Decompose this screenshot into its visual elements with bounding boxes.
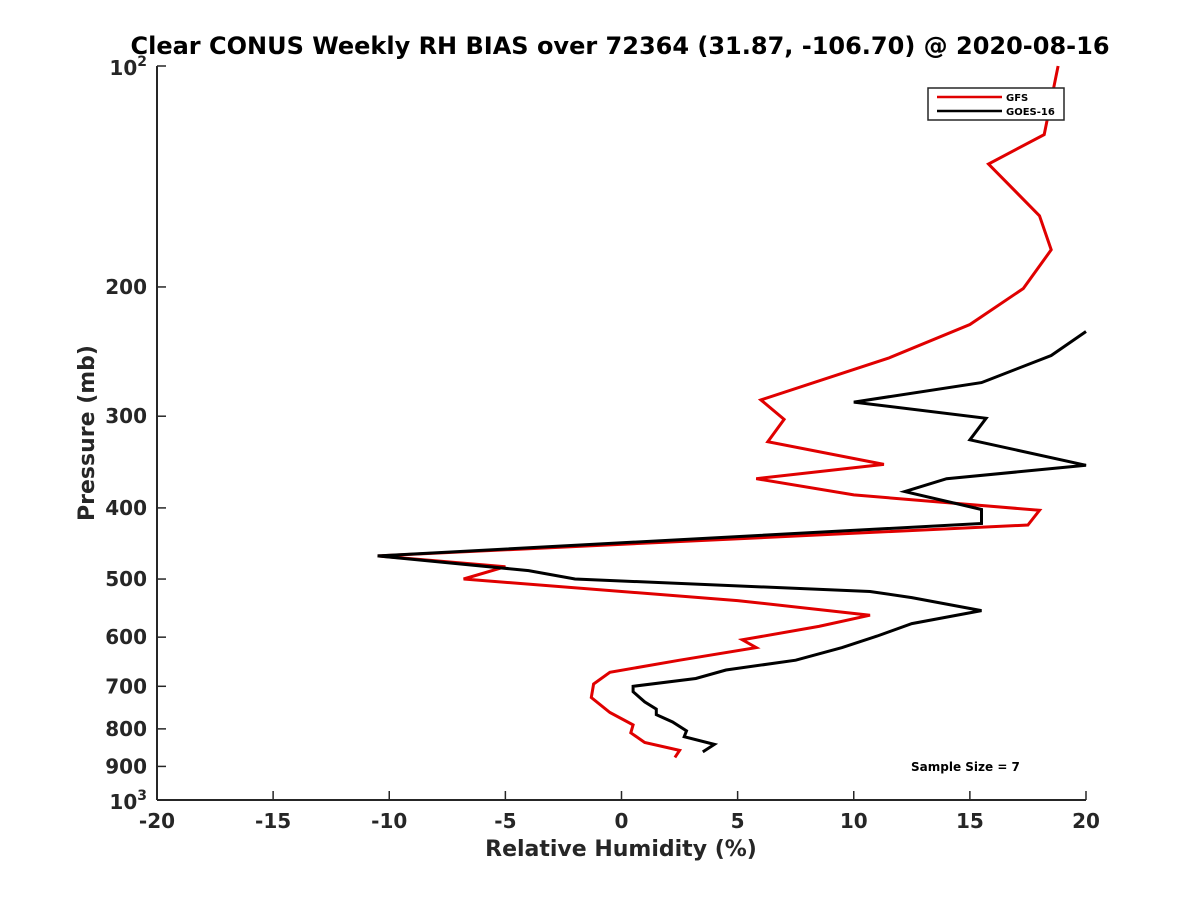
y-tick-label: 103: [109, 788, 147, 814]
legend-label-goes16: GOES-16: [1006, 107, 1055, 118]
x-tick-label: -20: [139, 809, 175, 833]
sample-size-annotation: Sample Size = 7: [911, 760, 1020, 774]
y-tick-label: 400: [105, 496, 147, 520]
y-tick-label: 700: [105, 674, 147, 698]
y-tick-label: 600: [105, 625, 147, 649]
x-tick-label: -15: [255, 809, 291, 833]
legend-box: [927, 87, 1065, 121]
x-tick-label: 20: [1072, 809, 1100, 833]
y-tick-label-exponent: 2: [137, 54, 147, 70]
x-tick-label: 5: [731, 809, 745, 833]
x-axis-ticks: -20 -15 -10 -5 0 5 10 15 20: [139, 791, 1100, 833]
series-layer: [377, 65, 1087, 759]
plot-area: -20 -15 -10 -5 0 5 10 15 20 10220030040050060070…: [105, 54, 1100, 833]
x-tick-label: 0: [615, 809, 629, 833]
x-tick-label: 10: [840, 809, 868, 833]
y-tick-label-exponent: 3: [137, 788, 147, 804]
series-line-goes16: [377, 330, 1087, 754]
x-tick-label: 15: [956, 809, 984, 833]
x-tick-label: -10: [371, 809, 407, 833]
y-tick-label: 800: [105, 717, 147, 741]
series-line-gfs: [377, 65, 1060, 759]
y-tick-label-base: 10: [109, 790, 137, 814]
y-tick-label: 900: [105, 754, 147, 778]
chart-title: Clear CONUS Weekly RH BIAS over 72364 (3…: [130, 32, 1109, 60]
y-tick-label: 300: [105, 404, 147, 428]
legend-label-gfs: GFS: [1006, 93, 1028, 104]
y-axis-label: Pressure (mb): [75, 345, 100, 521]
x-axis-label: Relative Humidity (%): [485, 837, 757, 862]
legend: GFS GOES-16: [927, 87, 1065, 121]
y-tick-label-base: 10: [109, 56, 137, 80]
x-tick-label: -5: [494, 809, 516, 833]
y-tick-label: 200: [105, 275, 147, 299]
y-tick-label: 102: [109, 54, 147, 80]
y-tick-label: 500: [105, 567, 147, 591]
